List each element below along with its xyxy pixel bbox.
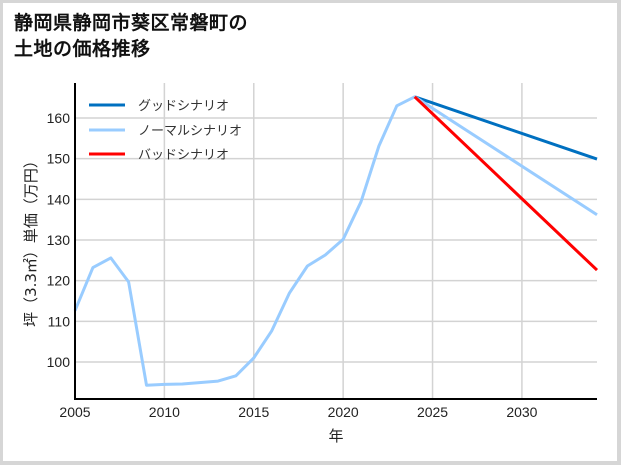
y-tick-label: 160 — [47, 110, 71, 126]
y-tick-labels: 100 110 120 130 140 150 160 — [47, 110, 71, 370]
legend-label-good: グッドシナリオ — [138, 99, 229, 114]
x-tick-label: 2015 — [238, 404, 269, 420]
x-tick-label: 2030 — [506, 404, 537, 420]
series-lines — [73, 95, 599, 387]
x-tick-label: 2020 — [328, 404, 359, 420]
x-axis-label: 年 — [328, 427, 343, 445]
y-tick-label: 130 — [47, 232, 71, 248]
y-tick-label: 110 — [48, 313, 71, 329]
x-tick-labels: 2005 2010 2015 2020 2025 2030 — [59, 404, 537, 420]
legend-label-normal: ノーマルシナリオ — [138, 124, 242, 139]
series-normal-line — [73, 95, 598, 387]
chart-title-line2: 土地の価格推移 — [14, 38, 151, 60]
y-tick-label: 100 — [47, 354, 71, 370]
legend-label-bad: バッドシナリオ — [138, 148, 229, 163]
legend-item-good: グッドシナリオ — [89, 99, 229, 114]
y-tick-label: 150 — [47, 151, 71, 167]
chart-frame — [3, 3, 617, 461]
x-tick-label: 2005 — [59, 404, 90, 420]
series-bad-line — [413, 95, 599, 272]
chart-title-line1: 静岡県静岡市葵区常磐町の — [14, 12, 249, 34]
y-tick-label: 120 — [47, 273, 71, 289]
y-tick-label: 140 — [47, 191, 71, 207]
x-tick-label: 2010 — [149, 404, 180, 420]
legend-item-bad: バッドシナリオ — [89, 148, 229, 163]
x-tick-label: 2025 — [417, 404, 448, 420]
chart-title: 静岡県静岡市葵区常磐町の 土地の価格推移 — [14, 10, 248, 62]
legend: グッドシナリオ ノーマルシナリオ バッドシナリオ — [89, 99, 242, 163]
legend-item-normal: ノーマルシナリオ — [89, 124, 242, 139]
y-axis-label: 坪（3.3㎡）単価（万円） — [22, 153, 40, 327]
series-good-line — [414, 95, 598, 161]
grid-lines — [75, 83, 597, 399]
